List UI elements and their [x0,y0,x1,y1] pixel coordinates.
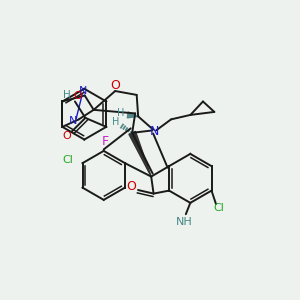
Text: N: N [150,125,159,138]
Polygon shape [127,112,138,118]
Text: F: F [102,135,109,148]
Text: O: O [62,131,71,141]
Text: H: H [118,108,125,118]
Text: N: N [69,116,78,126]
Text: O: O [127,180,136,193]
Text: Cl: Cl [63,155,74,165]
Text: Cl: Cl [213,202,224,213]
Text: NH: NH [176,217,193,227]
Text: H: H [63,90,70,100]
Text: H: H [112,117,119,127]
Text: O: O [110,79,120,92]
Text: O: O [73,91,82,101]
Text: N: N [79,86,87,96]
Polygon shape [129,131,151,177]
